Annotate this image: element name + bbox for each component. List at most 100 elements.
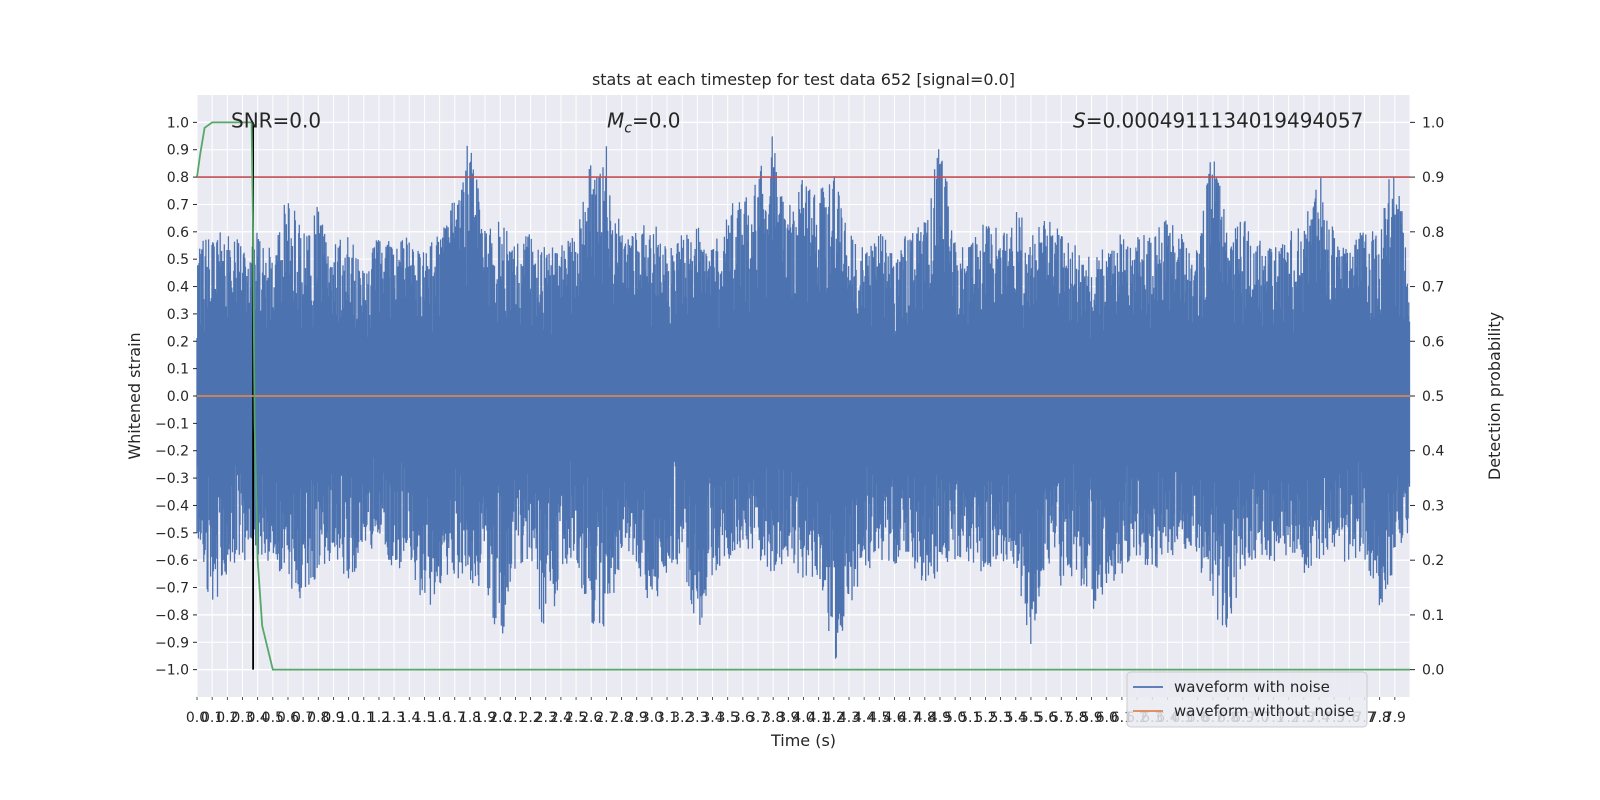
chirp-mass-annotation: Mc=0.0 [607,108,681,136]
x-tick-label: 5.8 [1065,710,1087,726]
x-tick-label: 5.6 [1035,710,1057,726]
legend-label: waveform without noise [1174,702,1354,720]
y-tick-label: −0.6 [155,553,189,569]
x-tick-label: 5.9 [1080,710,1102,726]
x-tick-label: 0.5 [262,710,284,726]
x-tick-label: 3.4 [701,710,723,726]
y-tick-label: −0.3 [155,471,189,487]
y-tick-label: 0.6 [167,225,189,241]
snr-annotation: SNR=0.0 [231,108,321,132]
x-tick-label: 4.9 [929,710,951,726]
y2-tick-label: 0.2 [1422,553,1444,569]
s-value: =0.0004911134019494057 [1086,108,1364,132]
x-tick-label: 7.8 [1369,710,1391,726]
y2-tick-label: 0.0 [1422,663,1444,679]
y-tick-label: 0.2 [167,334,189,350]
y-tick-label: 0.5 [167,252,189,268]
y-axis-label: Whitened strain [125,332,144,459]
x-tick-label: 1.6 [428,710,450,726]
x-tick-label: 4.2 [823,710,845,726]
s-symbol: S [1073,108,1086,132]
x-tick-label: 0.8 [307,710,329,726]
x-tick-label: 3.2 [671,710,693,726]
detection-probability-line [196,121,1410,671]
y-tick-label: −0.2 [155,444,189,460]
x-tick-label: 2.7 [595,710,617,726]
x-tick-label: 5.5 [1020,710,1042,726]
x-tick-label: 1.9 [474,710,496,726]
x-tick-label: 5.1 [959,710,981,726]
mc-subscript: c [624,120,632,136]
x-tick-label: 0.6 [277,710,299,726]
x-tick-label: 1.0 [337,710,359,726]
x-tick-label: 3.1 [656,710,678,726]
waveform-with-noise-core [197,344,1410,451]
x-tick-label: 2.8 [610,710,632,726]
y2-tick-label: 0.7 [1422,280,1444,296]
y2-tick-label: 1.0 [1422,115,1444,131]
x-axis-label: Time (s) [770,731,836,750]
x-tick-label: 4.7 [899,710,921,726]
x-tick-label: 7.9 [1384,710,1406,726]
x-tick-label: 1.8 [459,710,481,726]
x-tick-label: 0.7 [292,710,314,726]
y-tick-label: −0.7 [155,581,189,597]
x-tick-label: 2.1 [504,710,526,726]
x-tick-label: 1.1 [353,710,375,726]
x-tick-label: 1.3 [383,710,405,726]
x-tick-label: 3.3 [686,710,708,726]
s-annotation: S=0.0004911134019494057 [1073,108,1363,132]
y-tick-label: −1.0 [155,663,189,679]
x-tick-label: 1.5 [413,710,435,726]
x-tick-label: 5.2 [974,710,996,726]
x-tick-label: 0.4 [247,710,269,726]
x-tick-label: 2.5 [565,710,587,726]
x-tick-label: 1.4 [398,710,420,726]
x-tick-label: 5.3 [989,710,1011,726]
x-tick-label: 2.3 [535,710,557,726]
series-detection-probability [196,121,1410,671]
x-tick-label: 4.0 [792,710,814,726]
x-tick-label: 4.5 [868,710,890,726]
y-tick-label: −0.1 [155,416,189,432]
mc-value: =0.0 [632,108,681,132]
legend-box [1126,671,1368,728]
y-tick-label: 0.0 [167,389,189,405]
y2-tick-label: 0.8 [1422,225,1444,241]
x-tick-label: 4.8 [914,710,936,726]
x-tick-label: 0.2 [216,710,238,726]
y2-tick-label: 0.4 [1422,444,1444,460]
x-tick-label: 4.6 [883,710,905,726]
y2-tick-label: 0.5 [1422,389,1444,405]
x-tick-label: 5.4 [1005,710,1027,726]
x-tick-label: 3.6 [732,710,754,726]
x-tick-label: 4.1 [808,710,830,726]
legend: waveform with noise waveform without nois… [1126,671,1368,728]
y-tick-label: 0.4 [167,280,189,296]
y2-tick-label: 0.6 [1422,334,1444,350]
x-tick-label: 4.4 [853,710,875,726]
y-tick-label: −0.5 [155,526,189,542]
series-waveform-with-noise [196,136,1411,659]
y-tick-label: 0.7 [167,197,189,213]
x-tick-label: 3.7 [747,710,769,726]
x-tick-label: 1.7 [444,710,466,726]
x-tick-label: 2.4 [550,710,572,726]
mc-symbol: M [607,108,624,132]
y-tick-label: 0.8 [167,170,189,186]
x-tick-label: 2.9 [626,710,648,726]
y2-tick-label: 0.1 [1422,608,1444,624]
y-tick-label: 0.9 [167,143,189,159]
x-tick-label: 0.9 [322,710,344,726]
y-tick-label: 1.0 [167,115,189,131]
x-tick-label: 6.0 [1096,710,1118,726]
x-tick-label: 2.2 [519,710,541,726]
y-tick-label: −0.4 [155,498,189,514]
y-tick-label: −0.9 [155,635,189,651]
y2-axis-label: Detection probability [1485,312,1504,480]
x-tick-label: 2.6 [580,710,602,726]
y-tick-label: 0.1 [167,362,189,378]
x-tick-label: 5.7 [1050,710,1072,726]
x-tick-label: 0.1 [201,710,223,726]
